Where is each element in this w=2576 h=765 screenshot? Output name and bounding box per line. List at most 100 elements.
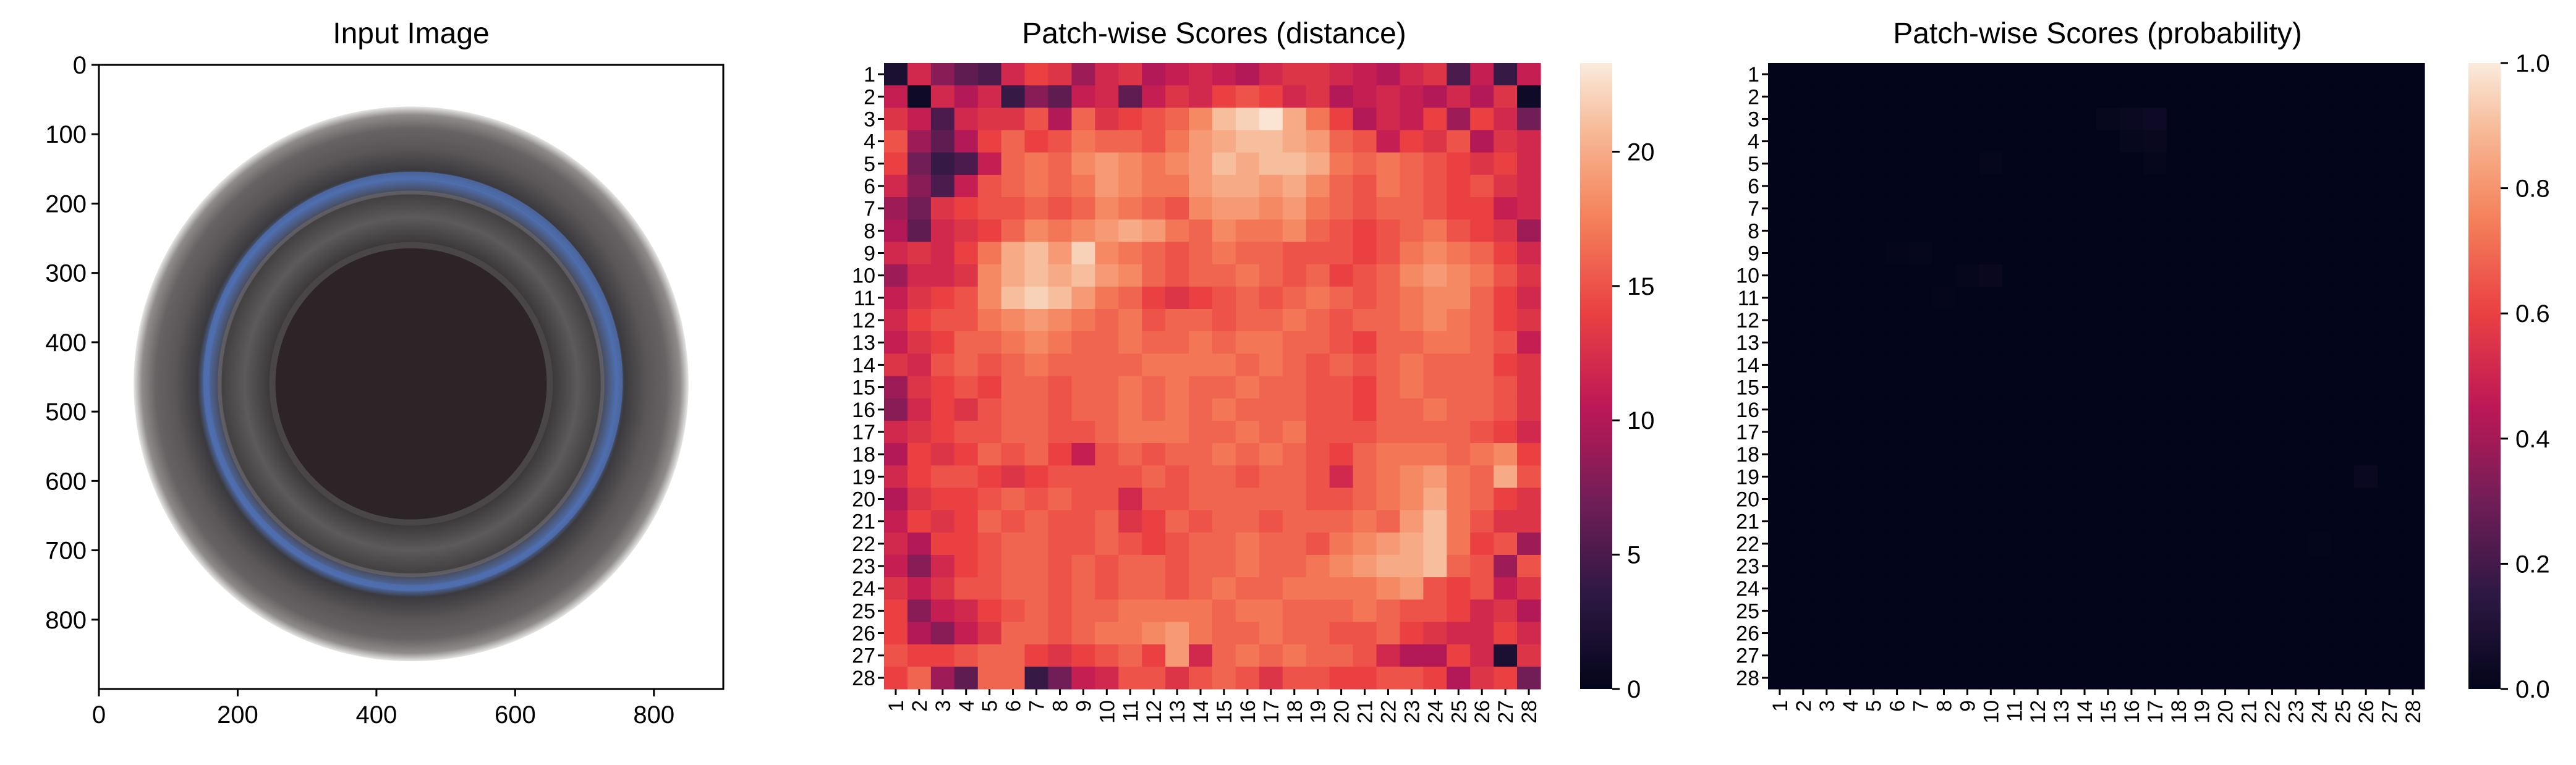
heatmap-cell	[1838, 465, 1863, 488]
heatmap-cell	[1447, 197, 1471, 220]
heatmap-cell	[2002, 63, 2026, 86]
heatmap-cell	[907, 197, 932, 220]
heatmap-cell	[2190, 554, 2214, 578]
heatmap-cell	[1768, 554, 1792, 578]
heatmap-cell	[2331, 666, 2355, 690]
heatmap-cell	[2166, 264, 2191, 287]
heatmap-y-tick-label: 23	[852, 555, 875, 578]
heatmap-cell	[1189, 376, 1213, 399]
heatmap-cell	[1814, 264, 1839, 287]
heatmap-cell	[1189, 443, 1213, 466]
heatmap-cell	[930, 666, 955, 690]
heatmap-cell	[1885, 554, 1910, 578]
heatmap-x-tick-label: 27	[2378, 700, 2402, 724]
heatmap-cell	[2002, 308, 2026, 332]
heatmap-cell	[2143, 242, 2167, 265]
heatmap-cell	[1235, 488, 1260, 511]
heatmap-cell	[2354, 532, 2378, 556]
heatmap-cell	[1885, 130, 1910, 153]
heatmap-cell	[1447, 108, 1471, 131]
heatmap-cell	[1838, 63, 1863, 86]
heatmap-cell	[1932, 666, 1957, 690]
distance-heatmap-title: Patch-wise Scores (distance)	[1022, 17, 1406, 50]
heatmap-cell	[2331, 242, 2355, 265]
heatmap-x-tick-label: 23	[1400, 700, 1424, 724]
heatmap-cell	[2026, 219, 2050, 243]
heatmap-cell	[1235, 286, 1260, 310]
heatmap-cell	[1048, 398, 1073, 421]
distance-heatmap-x-ticks: 1 2 3 4 5 6 7 8 9 10 11 12 13 14 15 16 17 18 19 20 21 22 23 24 2…	[885, 689, 1541, 724]
heatmap-cell	[2213, 622, 2238, 645]
heatmap-cell	[1142, 532, 1166, 556]
heatmap-cell	[1932, 286, 1957, 310]
heatmap-cell	[1376, 510, 1401, 533]
heatmap-cell	[1861, 443, 1886, 466]
heatmap-cell	[2260, 599, 2285, 623]
heatmap-cell	[2190, 398, 2214, 421]
heatmap-cell	[1306, 286, 1330, 310]
heatmap-cell	[2331, 465, 2355, 488]
heatmap-cell	[2166, 577, 2191, 600]
heatmap-cell	[2073, 488, 2097, 511]
heatmap-cell	[977, 63, 1002, 86]
heatmap-cell	[2190, 443, 2214, 466]
heatmap-cell	[2119, 666, 2144, 690]
heatmap-cell	[1955, 510, 1979, 533]
heatmap-cell	[977, 219, 1002, 243]
heatmap-cell	[1517, 63, 1541, 86]
heatmap-cell	[884, 308, 908, 332]
heatmap-cell	[1118, 577, 1142, 600]
heatmap-cell	[1212, 130, 1236, 153]
heatmap-cell	[2378, 242, 2402, 265]
heatmap-cell	[1423, 420, 1447, 444]
heatmap-cell	[2260, 398, 2285, 421]
heatmap-cell	[1470, 108, 1494, 131]
heatmap-cell	[2002, 108, 2026, 131]
heatmap-cell	[930, 331, 955, 354]
heatmap-x-tick-label: 2	[1792, 700, 1816, 712]
heatmap-cell	[1306, 152, 1330, 175]
heatmap-cell	[1447, 577, 1471, 600]
heatmap-y-tick-label: 27	[1736, 645, 1759, 668]
heatmap-cell	[1376, 465, 1401, 488]
heatmap-cell	[2354, 308, 2378, 332]
heatmap-cell	[1955, 85, 1979, 108]
heatmap-cell	[1212, 644, 1236, 667]
heatmap-cell	[2378, 63, 2402, 86]
heatmap-cell	[2213, 242, 2238, 265]
heatmap-cell	[1329, 420, 1354, 444]
heatmap-cell	[2260, 242, 2285, 265]
heatmap-cell	[1165, 398, 1189, 421]
heatmap-cell	[1165, 63, 1189, 86]
heatmap-cell	[2237, 286, 2261, 310]
heatmap-cell	[930, 622, 955, 645]
heatmap-cell	[2237, 488, 2261, 511]
heatmap-cell	[907, 465, 932, 488]
heatmap-cell	[1142, 219, 1166, 243]
heatmap-cell	[1932, 308, 1957, 332]
heatmap-cell	[1071, 197, 1095, 220]
heatmap-cell	[1282, 532, 1307, 556]
heatmap-x-tick-label: 8	[1048, 700, 1072, 712]
heatmap-cell	[2307, 465, 2331, 488]
heatmap-cell	[884, 443, 908, 466]
heatmap-cell	[954, 152, 979, 175]
heatmap-cell	[1791, 532, 1816, 556]
heatmap-cell	[1001, 85, 1026, 108]
heatmap-y-tick-label: 1	[864, 63, 875, 87]
heatmap-cell	[1001, 242, 1026, 265]
heatmap-cell	[1768, 488, 1792, 511]
heatmap-cell	[1024, 331, 1049, 354]
heatmap-cell	[1235, 308, 1260, 332]
heatmap-cell	[2331, 554, 2355, 578]
heatmap-cell	[1517, 108, 1541, 131]
heatmap-cell	[1885, 308, 1910, 332]
heatmap-cell	[977, 85, 1002, 108]
heatmap-cell	[884, 174, 908, 198]
heatmap-cell	[2119, 465, 2144, 488]
heatmap-cell	[1517, 488, 1541, 511]
heatmap-cell	[1470, 331, 1494, 354]
heatmap-cell	[1791, 197, 1816, 220]
heatmap-cell	[2213, 174, 2238, 198]
